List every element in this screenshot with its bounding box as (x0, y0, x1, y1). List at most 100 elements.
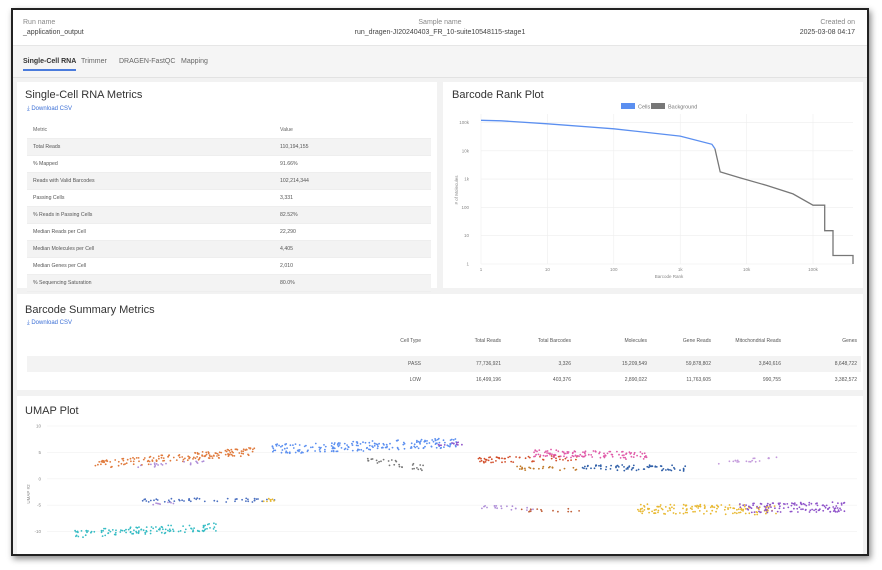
umap-point (198, 497, 201, 500)
umap-point (126, 458, 129, 461)
umap-point (393, 463, 396, 466)
barcode-rank-grid (480, 114, 853, 265)
umap-point (201, 455, 204, 457)
umap-point (526, 506, 528, 509)
umap-point (143, 457, 146, 459)
umap-point (641, 507, 644, 510)
umap-point (641, 452, 644, 455)
umap-point (501, 457, 503, 460)
molecules: 2,890,022 (624, 377, 647, 383)
umap-point (252, 448, 254, 451)
umap-point (559, 469, 561, 472)
umap-point (551, 466, 554, 469)
summary-download-link[interactable]: ⤓ Download CSV (27, 320, 72, 327)
umap-point (398, 465, 401, 468)
cell-type: LOW (409, 377, 421, 383)
umap-point (247, 498, 249, 501)
umap-point (583, 467, 585, 470)
umap-point (776, 510, 779, 513)
umap-point (177, 454, 180, 457)
umap-point (621, 464, 624, 466)
umap-point (496, 507, 498, 510)
tab-trimmer[interactable]: Trimmer (81, 58, 107, 65)
umap-point (590, 454, 593, 456)
umap-point (758, 510, 760, 513)
umap-point (214, 452, 217, 454)
metric-value: 3,331 (280, 195, 293, 201)
umap-point (333, 443, 336, 446)
metrics-download-link[interactable]: ⤓ Download CSV (27, 106, 72, 113)
umap-point (753, 513, 756, 516)
umap-point (114, 531, 117, 534)
umap-point (567, 459, 569, 462)
umap-point (183, 500, 185, 502)
tab-dragen-fastqc[interactable]: DRAGEN-FastQC (119, 58, 176, 65)
umap-point (575, 455, 578, 457)
umap-point (380, 446, 383, 449)
umap-point (643, 509, 646, 511)
umap-point (196, 452, 199, 454)
umap-point (631, 467, 634, 469)
umap-point (583, 455, 586, 458)
umap-point (262, 500, 265, 503)
umap-point (555, 449, 558, 452)
umap-point (211, 457, 214, 459)
umap-point (370, 458, 373, 461)
table-row: Reads with Valid Barcodes 102,214,344 (27, 173, 431, 190)
umap-point (769, 503, 772, 506)
umap-point (833, 509, 836, 511)
umap-point (623, 469, 626, 472)
umap-point (515, 456, 517, 458)
umap-point (170, 501, 172, 504)
umap-point (839, 507, 841, 510)
umap-point (225, 450, 228, 453)
total-reads: 77,736,921 (475, 361, 501, 367)
tab-single-cell-rna[interactable]: Single-Cell RNA (23, 58, 77, 71)
umap-point (544, 455, 547, 457)
umap-point (208, 523, 211, 525)
umap-point (639, 451, 642, 453)
umap-point (619, 457, 622, 459)
umap-point (591, 456, 594, 458)
umap-point (615, 465, 617, 468)
umap-point (163, 500, 166, 503)
umap-point (565, 452, 567, 455)
umap-point (744, 512, 747, 515)
tab-mapping[interactable]: Mapping (181, 58, 208, 65)
umap-point (570, 459, 572, 461)
umap-point (172, 528, 174, 531)
umap-point (187, 455, 190, 458)
umap-point (567, 451, 570, 453)
umap-point (834, 507, 837, 509)
umap-point (310, 446, 312, 449)
metric-value: 110,194,155 (280, 144, 309, 150)
umap-point (836, 507, 839, 509)
umap-point (717, 462, 720, 465)
umap-point (123, 463, 125, 466)
umap-point (173, 500, 176, 502)
umap-point (273, 499, 275, 502)
umap-point (765, 509, 768, 512)
umap-point (162, 528, 164, 531)
umap-point (791, 502, 793, 504)
umap-point (751, 459, 754, 462)
umap-point (203, 455, 206, 457)
umap-point (178, 456, 181, 459)
umap-point (182, 458, 185, 461)
umap-point (135, 526, 138, 529)
umap-point (618, 453, 620, 456)
umap-point (637, 468, 640, 471)
umap-point (383, 444, 385, 446)
umap-point (551, 453, 553, 456)
umap-point (651, 465, 654, 468)
umap-point (682, 507, 684, 510)
umap-point (481, 507, 483, 510)
umap-y-tick-label: -15 (34, 556, 41, 557)
umap-point (387, 460, 390, 462)
umap-point (510, 508, 513, 511)
metric-column-header: Metric (33, 127, 48, 133)
x-tick-label: 10k (743, 267, 751, 272)
run-name-value: _application_output (23, 29, 84, 36)
umap-point (699, 505, 701, 508)
umap-point (590, 467, 592, 470)
